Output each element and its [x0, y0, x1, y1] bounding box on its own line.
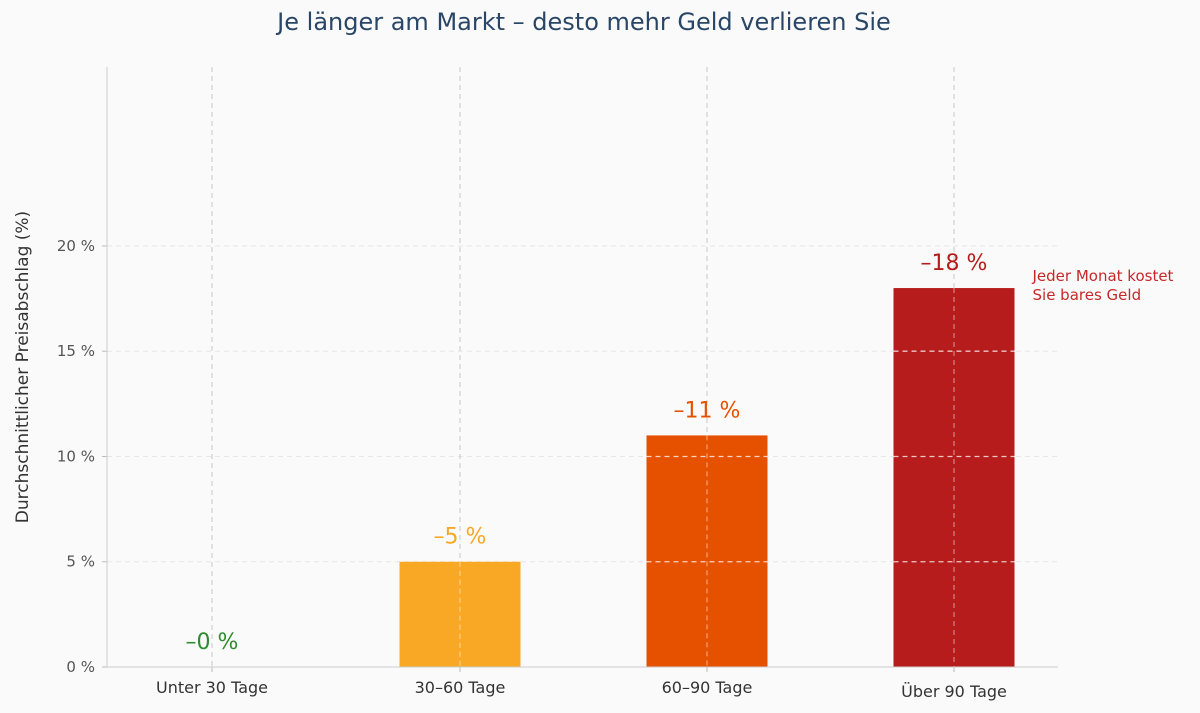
- labels: 0 % 5 % 10 % 15 % 20 % –0 % Unter 30 Tage –5 % 3…: [57, 237, 1174, 701]
- y-tick-label: 20 %: [57, 237, 95, 255]
- y-tick-label: 10 %: [57, 447, 95, 465]
- value-label: –0 %: [186, 630, 239, 655]
- y-tick-label: 15 %: [57, 342, 95, 360]
- bar: [399, 561, 521, 667]
- x-tick-label: Unter 30 Tage: [156, 678, 268, 697]
- x-tick-label: 30–60 Tage: [415, 678, 506, 697]
- value-label: –11 %: [674, 398, 741, 423]
- x-tick-label: 60–90 Tage: [662, 678, 753, 697]
- y-tick-label: 0 %: [66, 658, 95, 676]
- chart-title: Je länger am Markt – desto mehr Geld ver…: [275, 8, 891, 36]
- x-tick-label: Über 90 Tage: [901, 682, 1007, 701]
- value-label: –5 %: [434, 525, 487, 550]
- annotation-text: Sie bares Geld: [1033, 286, 1142, 304]
- y-tick-label: 5 %: [66, 553, 95, 571]
- value-label: –18 %: [921, 251, 988, 276]
- annotation-text: Jeder Monat kostet: [1032, 267, 1174, 285]
- bar-overlay-lines: [459, 288, 1015, 667]
- bar: [646, 435, 768, 667]
- axes: [102, 67, 1058, 672]
- y-axis-label: Durchschnittlicher Preisabschlag (%): [13, 211, 33, 523]
